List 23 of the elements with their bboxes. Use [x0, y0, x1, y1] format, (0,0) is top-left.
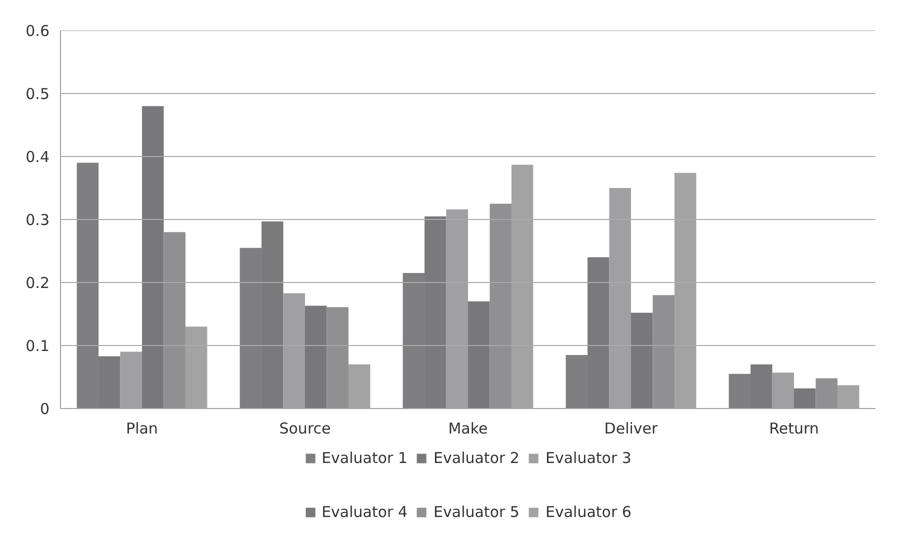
bar: [142, 106, 164, 408]
y-tick-label: 0.1: [26, 337, 50, 355]
bar: [468, 301, 490, 408]
y-tick-label: 0: [40, 400, 50, 418]
legend-label: Evaluator 6: [545, 503, 632, 521]
bar: [794, 388, 816, 408]
legend-label: Evaluator 1: [322, 449, 408, 467]
y-tick-label: 0.2: [26, 274, 50, 292]
x-tick-label: Plan: [126, 420, 158, 438]
x-tick-label: Source: [279, 420, 331, 438]
x-tick-label: Return: [769, 420, 819, 438]
legend-label: Evaluator 4: [322, 503, 408, 521]
y-tick-label: 0.3: [26, 211, 50, 229]
y-tick-label: 0.6: [26, 22, 50, 40]
legend-label: Evaluator 2: [434, 449, 520, 467]
bar: [305, 306, 327, 408]
bar: [631, 312, 653, 408]
legend-label: Evaluator 3: [545, 449, 632, 467]
y-tick-label: 0.5: [26, 85, 50, 103]
x-tick-label: Make: [448, 420, 488, 438]
y-tick-label: 0.4: [26, 148, 50, 166]
x-tick-label: Deliver: [604, 420, 659, 438]
legend-label: Evaluator 5: [434, 503, 520, 521]
